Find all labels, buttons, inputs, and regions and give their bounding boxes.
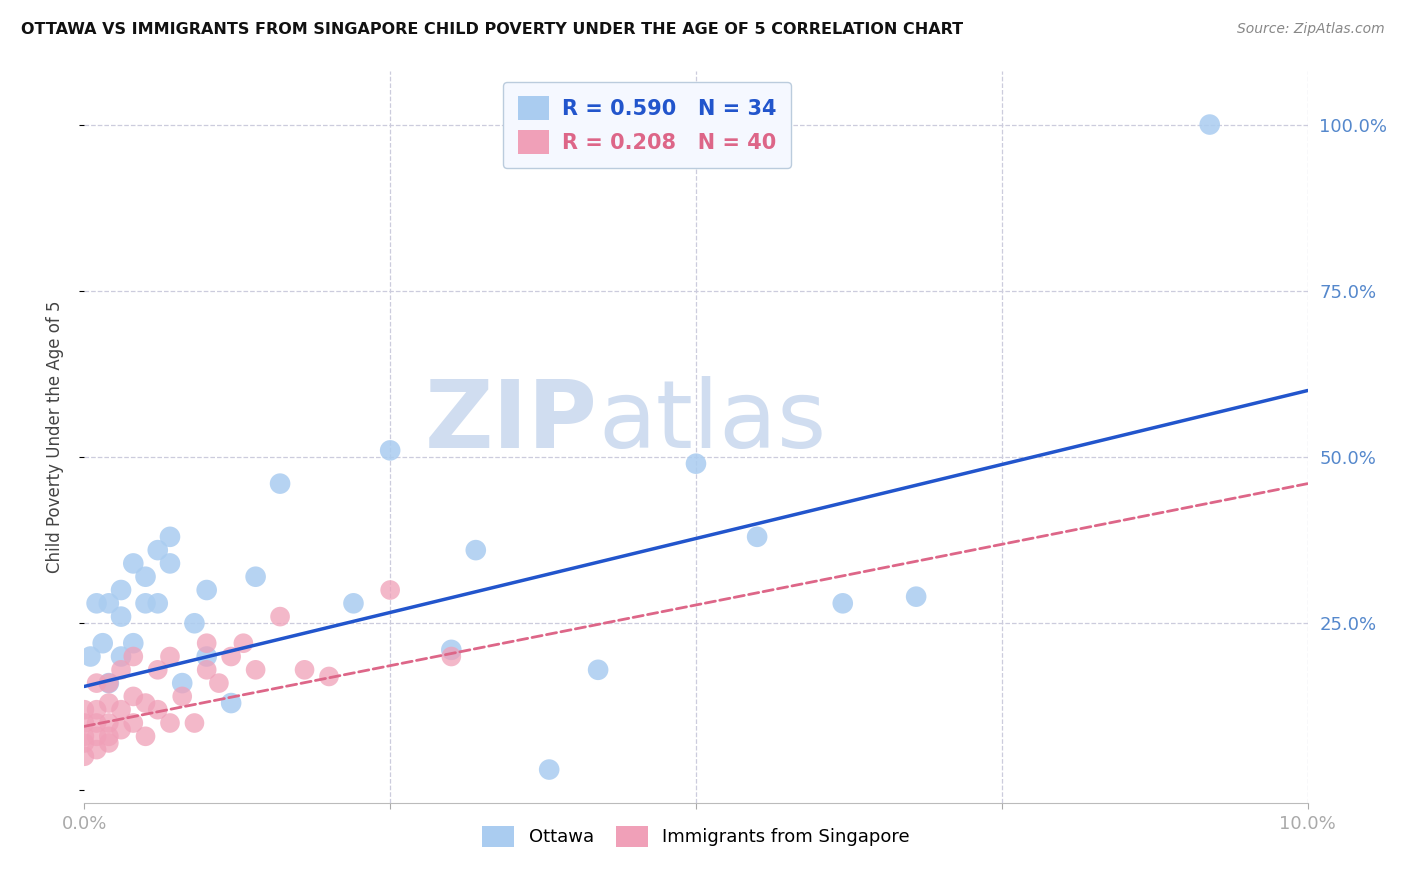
Point — [172, 676, 194, 690]
Y-axis label: Child Poverty Under the Age of 5: Child Poverty Under the Age of 5 — [45, 301, 63, 574]
Point — [73, 716, 96, 731]
Text: ZIP: ZIP — [425, 376, 598, 468]
Point — [232, 636, 254, 650]
Point — [159, 716, 181, 731]
Point — [110, 609, 132, 624]
Text: OTTAWA VS IMMIGRANTS FROM SINGAPORE CHILD POVERTY UNDER THE AGE OF 5 CORRELATION: OTTAWA VS IMMIGRANTS FROM SINGAPORE CHIL… — [21, 22, 963, 37]
Point — [97, 596, 120, 610]
Point — [110, 663, 132, 677]
Point — [586, 663, 609, 677]
Point — [208, 676, 231, 690]
Text: Source: ZipAtlas.com: Source: ZipAtlas.com — [1237, 22, 1385, 37]
Point — [159, 649, 181, 664]
Point — [135, 596, 157, 610]
Point — [146, 663, 169, 677]
Point — [464, 543, 486, 558]
Point — [122, 649, 145, 664]
Point — [97, 676, 120, 690]
Point — [380, 582, 402, 597]
Point — [97, 736, 120, 750]
Point — [86, 742, 108, 756]
Point — [538, 763, 561, 777]
Point — [97, 676, 120, 690]
Point — [685, 457, 707, 471]
Point — [269, 609, 291, 624]
Point — [905, 590, 928, 604]
Point — [73, 703, 96, 717]
Point — [195, 582, 218, 597]
Point — [245, 570, 267, 584]
Point — [146, 596, 169, 610]
Point — [747, 530, 769, 544]
Point — [294, 663, 316, 677]
Point — [195, 636, 218, 650]
Point — [245, 663, 267, 677]
Point — [122, 690, 145, 704]
Point — [318, 669, 340, 683]
Point — [219, 649, 242, 664]
Point — [110, 649, 132, 664]
Point — [97, 696, 120, 710]
Point — [269, 476, 291, 491]
Point — [146, 703, 169, 717]
Point — [135, 570, 157, 584]
Point — [73, 729, 96, 743]
Point — [86, 716, 108, 731]
Point — [86, 703, 108, 717]
Point — [146, 543, 169, 558]
Point — [183, 716, 205, 731]
Point — [79, 649, 101, 664]
Point — [97, 729, 120, 743]
Point — [97, 716, 120, 731]
Point — [122, 557, 145, 571]
Point — [219, 696, 242, 710]
Point — [380, 443, 402, 458]
Legend: Ottawa, Immigrants from Singapore: Ottawa, Immigrants from Singapore — [472, 817, 920, 856]
Point — [122, 636, 145, 650]
Point — [195, 663, 218, 677]
Point — [86, 596, 108, 610]
Point — [110, 703, 132, 717]
Text: atlas: atlas — [598, 376, 827, 468]
Point — [1198, 118, 1220, 132]
Point — [73, 749, 96, 764]
Point — [110, 723, 132, 737]
Point — [91, 636, 114, 650]
Point — [110, 582, 132, 597]
Point — [122, 716, 145, 731]
Point — [159, 557, 181, 571]
Point — [342, 596, 364, 610]
Point — [73, 736, 96, 750]
Point — [159, 530, 181, 544]
Point — [440, 649, 463, 664]
Point — [86, 676, 108, 690]
Point — [831, 596, 853, 610]
Point — [183, 616, 205, 631]
Point — [135, 696, 157, 710]
Point — [86, 729, 108, 743]
Point — [135, 729, 157, 743]
Point — [440, 643, 463, 657]
Point — [195, 649, 218, 664]
Point — [172, 690, 194, 704]
